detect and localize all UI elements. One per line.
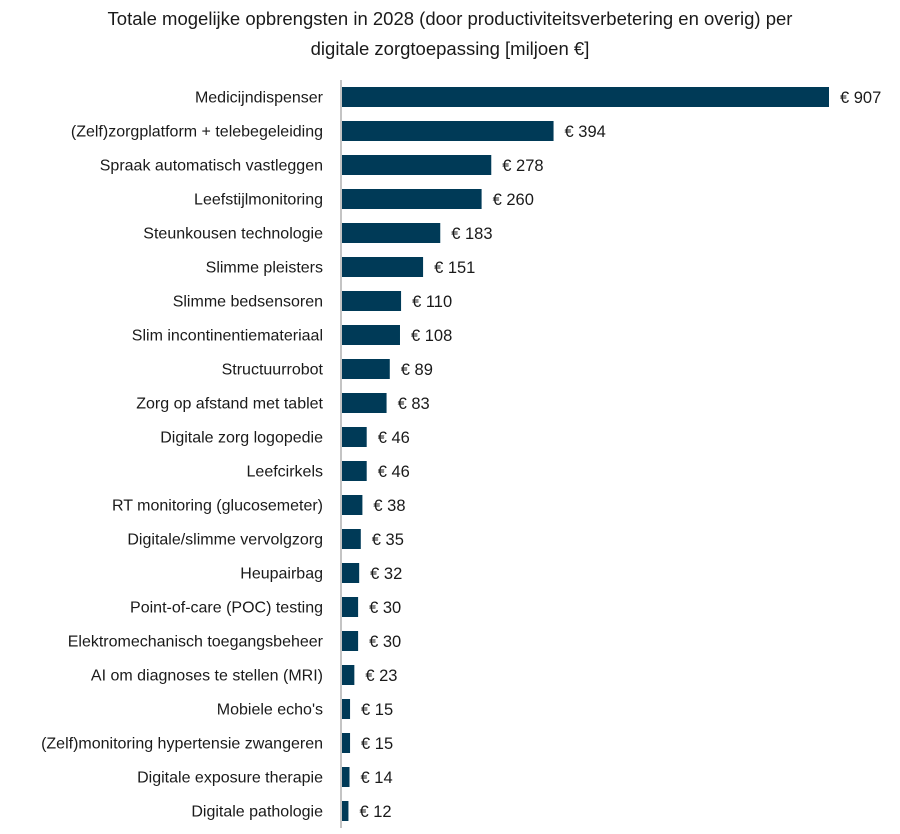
data-label: € 46 bbox=[378, 463, 410, 481]
data-label: € 151 bbox=[434, 259, 475, 277]
bar bbox=[342, 597, 359, 617]
chart-title: Totale mogelijke opbrengsten in 2028 (do… bbox=[0, 4, 900, 64]
data-label: € 15 bbox=[361, 735, 393, 753]
category-label: Structuurrobot bbox=[222, 362, 324, 379]
data-label: € 89 bbox=[401, 361, 433, 379]
category-label: AI om diagnoses te stellen (MRI) bbox=[91, 668, 323, 685]
category-label: Digitale pathologie bbox=[191, 804, 323, 821]
bar bbox=[342, 495, 363, 515]
category-label: Digitale zorg logopedie bbox=[160, 430, 323, 447]
category-label: Steunkousen technologie bbox=[143, 226, 323, 243]
bar bbox=[342, 393, 387, 413]
category-label: Medicijndispenser bbox=[195, 90, 324, 107]
data-label: € 15 bbox=[361, 701, 393, 719]
category-label: Leefstijlmonitoring bbox=[194, 192, 323, 209]
category-label: Digitale exposure therapie bbox=[137, 770, 323, 787]
category-label: Slimme pleisters bbox=[206, 260, 323, 277]
bar bbox=[342, 631, 359, 651]
bar bbox=[342, 291, 402, 311]
bar bbox=[342, 563, 360, 583]
data-label: € 907 bbox=[840, 89, 881, 107]
bar bbox=[342, 325, 400, 345]
data-label: € 110 bbox=[412, 293, 452, 311]
data-label: € 14 bbox=[361, 769, 393, 787]
bar bbox=[342, 121, 554, 141]
data-label: € 12 bbox=[359, 803, 391, 821]
category-label: Digitale/slimme vervolgzorg bbox=[127, 532, 323, 549]
category-label: (Zelf)zorgplatform + telebegeleiding bbox=[71, 124, 323, 141]
data-label: € 30 bbox=[369, 633, 401, 651]
category-label: Elektromechanisch toegangsbeheer bbox=[68, 634, 324, 651]
category-label: Leefcirkels bbox=[247, 464, 323, 481]
bar bbox=[342, 529, 361, 549]
bar bbox=[342, 461, 367, 481]
data-label: € 35 bbox=[372, 531, 404, 549]
data-label: € 108 bbox=[411, 327, 452, 345]
chart-title-line1: Totale mogelijke opbrengsten in 2028 (do… bbox=[107, 8, 793, 29]
data-label: € 83 bbox=[398, 395, 430, 413]
data-label: € 32 bbox=[370, 565, 402, 583]
category-label: Point-of-care (POC) testing bbox=[130, 600, 323, 617]
bar bbox=[342, 223, 441, 243]
data-label: € 23 bbox=[365, 667, 397, 685]
category-label: Zorg op afstand met tablet bbox=[136, 396, 323, 413]
chart-title-line2: digitale zorgtoepassing [miljoen €] bbox=[310, 38, 590, 59]
bar bbox=[342, 359, 390, 379]
data-label: € 394 bbox=[565, 123, 606, 141]
category-label: Slim incontinentiemateriaal bbox=[132, 328, 323, 345]
category-label: Heupairbag bbox=[240, 566, 323, 583]
bar bbox=[342, 155, 492, 175]
bar bbox=[342, 801, 349, 821]
bar bbox=[342, 767, 350, 787]
data-label: € 38 bbox=[373, 497, 405, 515]
data-label: € 260 bbox=[493, 191, 534, 209]
bar bbox=[342, 699, 351, 719]
data-label: € 46 bbox=[378, 429, 410, 447]
bar bbox=[342, 665, 355, 685]
data-label: € 183 bbox=[451, 225, 492, 243]
category-label: RT monitoring (glucosemeter) bbox=[112, 498, 323, 515]
bar bbox=[342, 189, 482, 209]
bar bbox=[342, 427, 367, 447]
data-label: € 278 bbox=[502, 157, 543, 175]
category-label: Slimme bedsensoren bbox=[173, 294, 323, 311]
bar bbox=[342, 87, 829, 107]
data-label: € 30 bbox=[369, 599, 401, 617]
category-label: (Zelf)monitoring hypertensie zwangeren bbox=[41, 736, 323, 753]
category-label: Mobiele echo's bbox=[217, 702, 323, 719]
bar bbox=[342, 733, 351, 753]
bar bbox=[342, 257, 424, 277]
category-label: Spraak automatisch vastleggen bbox=[100, 158, 323, 175]
